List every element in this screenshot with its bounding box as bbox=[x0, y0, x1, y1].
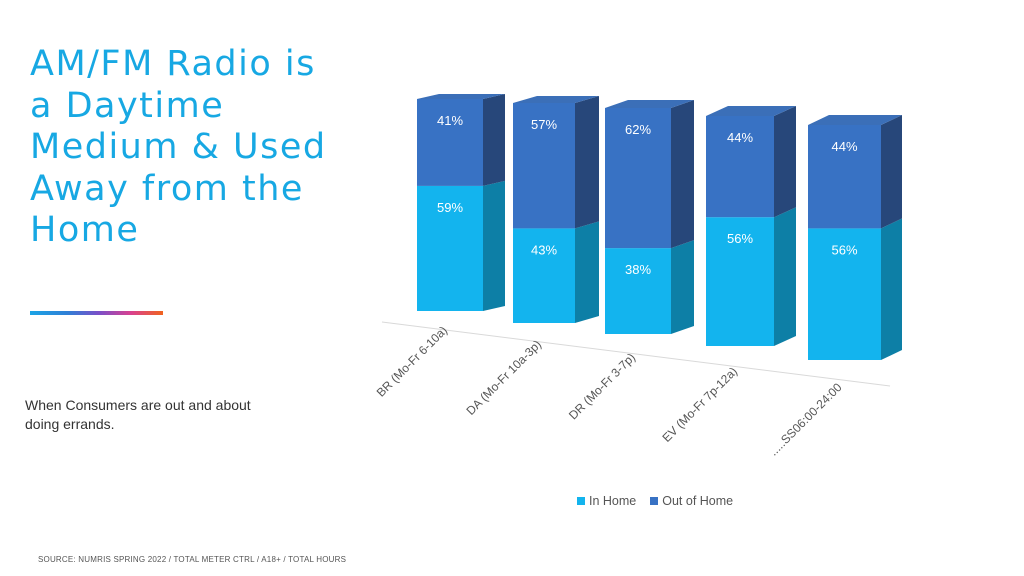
category-tick-label: DA (Mo-Fr 10a-3p) bbox=[463, 337, 544, 418]
bar-segment-in-home bbox=[513, 228, 575, 323]
bar-data-label: 44% bbox=[831, 139, 857, 154]
category-tick-label: BR (Mo-Fr 6-10a) bbox=[374, 323, 450, 399]
bar-data-label: 57% bbox=[531, 117, 557, 132]
bar-segment-out-of-home bbox=[513, 103, 575, 229]
bar-side-in-home bbox=[671, 240, 694, 334]
bar-side-in-home bbox=[483, 180, 505, 311]
category-tick-label: .....SS06:00-24:00 bbox=[766, 380, 845, 459]
category-tick-label: EV (Mo-Fr 7p-12a) bbox=[659, 364, 740, 445]
bar-side-in-home bbox=[881, 218, 902, 360]
source-note: SOURCE: NUMRIS SPRING 2022 / TOTAL METER… bbox=[38, 555, 347, 564]
bar-side-out-of-home bbox=[575, 96, 599, 229]
page-title: AM/FM Radio is a Daytime Medium & Used A… bbox=[30, 44, 370, 252]
bar-data-label: 41% bbox=[437, 113, 463, 128]
bar-data-label: 59% bbox=[437, 200, 463, 215]
bar-segment-out-of-home bbox=[605, 108, 671, 249]
bar-data-label: 38% bbox=[625, 262, 651, 277]
bar-segment-in-home bbox=[417, 185, 483, 311]
bar-segment-out-of-home bbox=[417, 99, 483, 186]
bar-segment-out-of-home bbox=[706, 116, 774, 218]
bar-side-out-of-home bbox=[671, 100, 694, 249]
bar-segment-in-home bbox=[808, 228, 881, 360]
bar-segment-in-home bbox=[706, 217, 774, 346]
bar-top-face bbox=[605, 100, 694, 108]
bar-top-face bbox=[706, 106, 796, 116]
bar-top-face bbox=[808, 115, 902, 125]
title-line: AM/FM Radio is bbox=[30, 44, 316, 84]
bar-side-out-of-home bbox=[483, 94, 505, 186]
chart-baseline bbox=[381, 321, 891, 387]
title-line: Home bbox=[30, 210, 140, 250]
bar-data-label: 43% bbox=[531, 242, 557, 257]
legend-item-in-home: In Home bbox=[577, 494, 636, 508]
legend-label: In Home bbox=[589, 494, 637, 508]
title-line: a Daytime bbox=[30, 85, 225, 126]
title-line: Medium & Used bbox=[30, 127, 327, 167]
bar-top-face bbox=[417, 94, 505, 99]
bar-segment-out-of-home bbox=[808, 125, 881, 229]
bar-data-label: 62% bbox=[625, 122, 651, 137]
legend-item-out-of-home: Out of Home bbox=[650, 494, 733, 508]
bar-side-in-home bbox=[774, 207, 796, 346]
legend-swatch-in-home bbox=[577, 497, 585, 505]
bar-top-face bbox=[513, 96, 599, 103]
accent-divider bbox=[30, 311, 163, 315]
legend-label: Out of Home bbox=[662, 494, 734, 508]
bar-side-in-home bbox=[575, 221, 599, 323]
bar-side-out-of-home bbox=[774, 106, 796, 218]
bar-segment-in-home bbox=[605, 248, 671, 334]
title-line: Away from the bbox=[30, 168, 304, 209]
bar-data-label: 56% bbox=[831, 242, 857, 257]
bar-data-label: 56% bbox=[727, 231, 753, 246]
category-tick-label: DR (Mo-Fr 3-7p) bbox=[566, 350, 638, 422]
bar-data-label: 44% bbox=[727, 130, 753, 145]
subtitle-text: When Consumers are out and about doing e… bbox=[25, 397, 251, 432]
bar-side-out-of-home bbox=[881, 115, 902, 229]
legend-swatch-out-of-home bbox=[650, 497, 659, 505]
chart-legend: In Home Out of Home bbox=[577, 494, 733, 508]
